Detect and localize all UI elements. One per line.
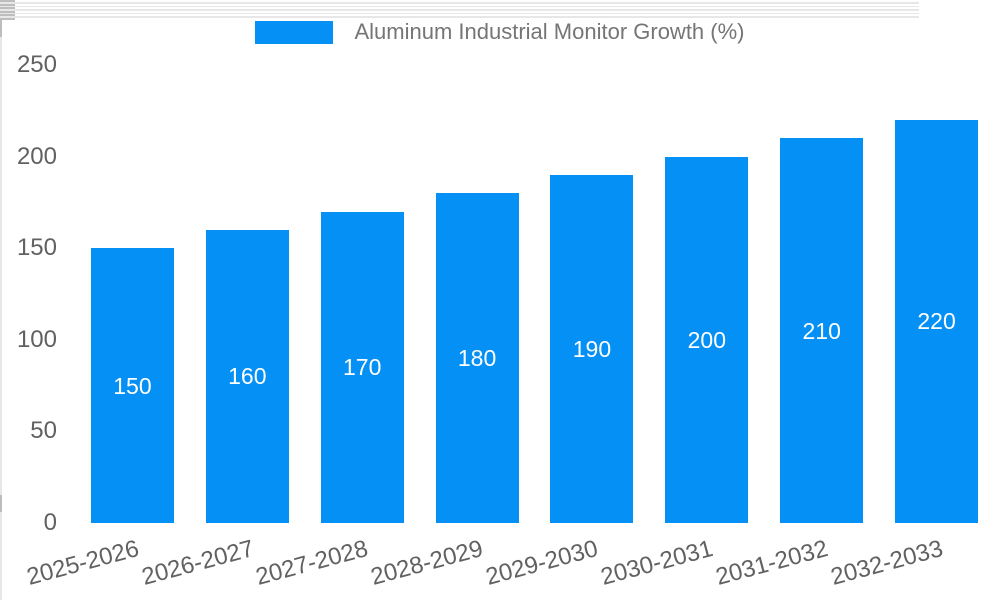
gridline-vertical: [0, 511, 2, 600]
bar[interactable]: 150: [90, 248, 174, 523]
x-tick-label: 2026-2027: [138, 535, 257, 591]
x-tick-label: 2028-2029: [368, 535, 487, 591]
bar-value-label: 190: [572, 335, 612, 362]
x-tick-label: 2032-2033: [827, 535, 946, 591]
y-axis-tick: [0, 17, 15, 20]
y-axis-tick: [0, 7, 15, 9]
bar[interactable]: 160: [205, 229, 289, 523]
gridline-horizontal: [0, 9, 919, 11]
bar[interactable]: 190: [550, 174, 634, 523]
bar-value-label: 170: [343, 354, 382, 381]
bar[interactable]: 180: [435, 193, 519, 523]
y-axis-tick: [0, 14, 15, 16]
bar-value-label: 160: [228, 363, 267, 390]
bar-value-label: 210: [802, 317, 841, 344]
gridline-horizontal: [0, 12, 919, 14]
gridline-vertical: [0, 36, 2, 495]
bar-value-label: 180: [457, 345, 497, 372]
x-tick-label: 2029-2030: [483, 535, 601, 591]
x-axis-tick: [0, 494, 2, 512]
gridline-horizontal: [0, 2, 919, 4]
y-tick-label: 100: [16, 325, 57, 353]
bar[interactable]: 220: [895, 119, 979, 523]
bar[interactable]: 210: [780, 138, 864, 523]
legend-label: Aluminum Industrial Monitor Growth (%): [354, 19, 745, 44]
x-axis-tick: [0, 19, 2, 37]
bar-value-label: 200: [687, 326, 726, 353]
y-tick-label: 50: [30, 417, 57, 445]
bar[interactable]: 200: [665, 156, 749, 523]
x-tick-label: 2025-2026: [23, 535, 142, 591]
bar-value-label: 220: [917, 308, 956, 335]
legend-swatch-icon: [255, 20, 334, 44]
y-tick-label: 250: [16, 51, 57, 78]
chart-legend: Aluminum Industrial Monitor Growth (%): [0, 18, 1000, 46]
y-tick-label: 200: [16, 142, 57, 170]
x-tick-label: 2030-2031: [597, 535, 716, 591]
bar[interactable]: 170: [320, 211, 404, 523]
y-axis-tick: [0, 3, 15, 6]
y-tick-label: 150: [16, 234, 57, 262]
gridline-horizontal: [0, 16, 919, 18]
x-tick-label: 2031-2032: [712, 535, 831, 591]
y-axis-tick: [0, 0, 15, 2]
legend-item[interactable]: Aluminum Industrial Monitor Growth (%): [255, 18, 745, 46]
x-tick-label: 2027-2028: [253, 535, 372, 591]
bar-value-label: 150: [113, 372, 152, 399]
gridline-horizontal: [0, 5, 919, 7]
y-axis-tick: [0, 10, 15, 13]
y-tick-label: 0: [43, 509, 57, 536]
